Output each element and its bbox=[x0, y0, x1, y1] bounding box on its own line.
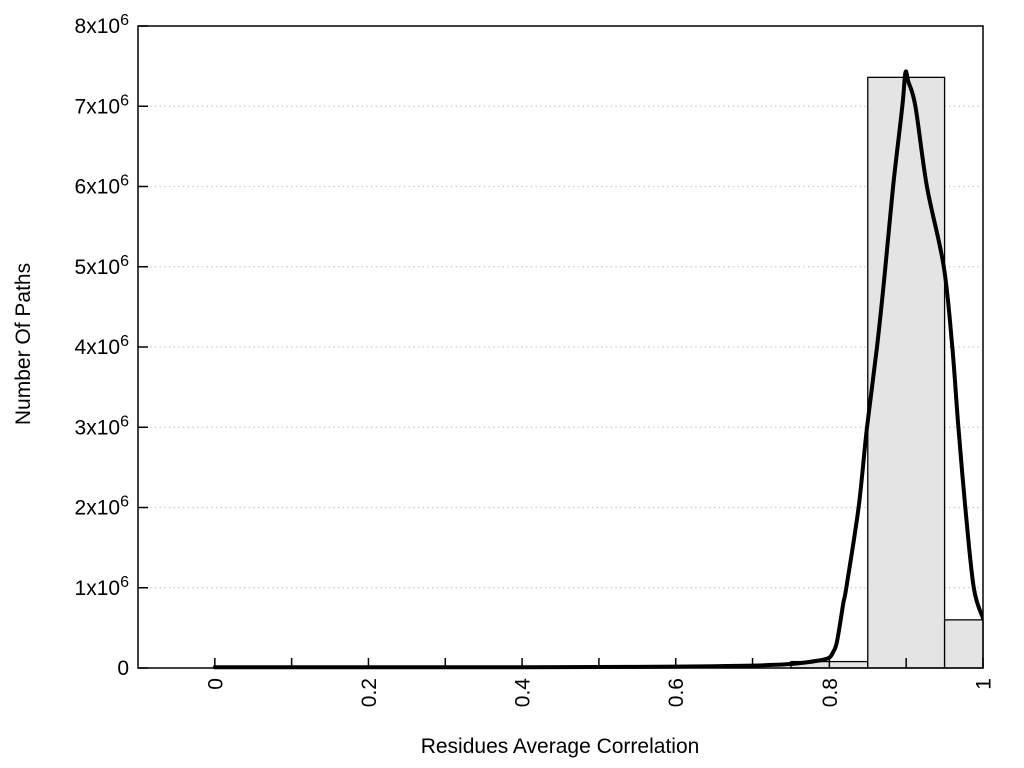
histogram-bar bbox=[943, 619, 984, 669]
y-tick-label: 4x106 bbox=[75, 333, 130, 359]
fit-curve bbox=[212, 69, 983, 670]
y-axis-title: Number Of Paths bbox=[12, 262, 35, 426]
x-tick-label: 1 bbox=[973, 678, 996, 690]
x-tick-label: 0.8 bbox=[819, 678, 842, 707]
y-tick-label: 2x106 bbox=[75, 494, 130, 520]
y-tick-label: 7x106 bbox=[75, 92, 130, 118]
x-tick-label: 0 bbox=[204, 678, 227, 690]
x-axis-title: Residues Average Correlation bbox=[420, 735, 700, 758]
histogram-bar bbox=[867, 76, 946, 669]
y-tick-label: 5x106 bbox=[75, 253, 130, 279]
y-tick-label: 0 bbox=[117, 657, 129, 680]
y-tick-label: 6x106 bbox=[75, 173, 130, 199]
x-tick-label: 0.4 bbox=[512, 678, 535, 708]
y-tick-label: 3x106 bbox=[75, 413, 130, 439]
x-tick-label: 0.6 bbox=[665, 678, 688, 707]
x-tick-label: 0.2 bbox=[358, 678, 381, 707]
y-tick-label: 1x106 bbox=[75, 574, 130, 600]
y-tick-label: 8x106 bbox=[75, 12, 130, 38]
